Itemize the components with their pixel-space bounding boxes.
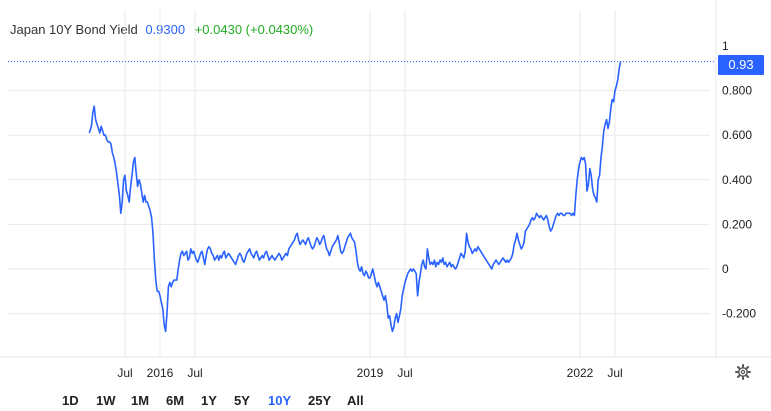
y-tick-label: 0.800 — [722, 84, 752, 98]
y-tick-label: 0.200 — [722, 217, 752, 231]
range-button-1d[interactable]: 1D — [62, 393, 79, 408]
range-button-1m[interactable]: 1M — [131, 393, 150, 408]
range-button-all[interactable]: All — [347, 393, 364, 408]
range-button-5y[interactable]: 5Y — [234, 393, 250, 408]
y-tick-label: 0 — [722, 262, 729, 276]
range-button-1y[interactable]: 1Y — [201, 393, 217, 408]
x-tick-label: Jul — [117, 366, 132, 380]
series-line — [88, 61, 622, 333]
current-price: 0.9300 — [145, 22, 186, 37]
range-button-6m[interactable]: 6M — [166, 393, 185, 408]
x-tick-label: Jul — [397, 366, 412, 380]
x-axis: Jul 2016 Jul 2019 Jul 2022 Jul — [117, 366, 622, 380]
y-tick-label: -0.200 — [722, 307, 756, 321]
y-tick-label: 0.600 — [722, 128, 752, 142]
y-axis: 1 0.800 0.600 0.400 0.200 0 -0.200 — [722, 39, 756, 321]
y-tick-label: 1 — [722, 39, 729, 53]
x-tick-label: 2016 — [147, 366, 174, 380]
grid-layer — [0, 0, 771, 358]
line-chart[interactable]: 1 0.800 0.600 0.400 0.200 0 -0.200 Jul 2016 Jul 2… — [0, 0, 771, 386]
last-price-tag: 0.93 — [718, 55, 764, 75]
price-change: +0.0430 (+0.0430%) — [194, 22, 314, 37]
range-selector — [0, 386, 771, 411]
instrument-name: Japan 10Y Bond Yield — [10, 22, 138, 37]
chart-header: Japan 10Y Bond Yield 0.9300 +0.0430 (+0.… — [10, 22, 313, 37]
x-tick-label: Jul — [607, 366, 622, 380]
y-tick-label: 0.400 — [722, 173, 752, 187]
series-layer — [88, 61, 622, 333]
gear-icon[interactable] — [735, 364, 751, 380]
range-button-25y[interactable]: 25Y — [308, 393, 332, 408]
range-button-10y[interactable]: 10Y — [268, 393, 292, 408]
x-tick-label: 2022 — [567, 366, 594, 380]
x-tick-label: 2019 — [357, 366, 384, 380]
x-tick-label: Jul — [187, 366, 202, 380]
range-button-1w[interactable]: 1W — [96, 393, 116, 408]
